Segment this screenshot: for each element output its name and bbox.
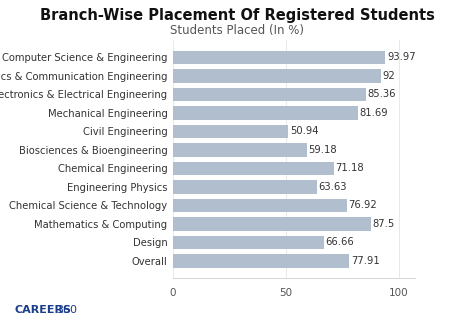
Bar [173,217,371,231]
Text: 360: 360 [56,305,77,315]
Text: 50.94: 50.94 [290,126,319,136]
Bar [173,51,385,64]
Bar [173,143,307,156]
Text: 66.66: 66.66 [326,237,354,247]
Bar [173,125,288,138]
Text: 87.5: 87.5 [373,219,395,229]
Text: Students Placed (In %): Students Placed (In %) [170,24,304,37]
Bar [173,106,357,120]
Text: 76.92: 76.92 [348,200,377,211]
Text: CAREERS: CAREERS [14,305,71,315]
Bar [173,254,349,268]
Bar [173,162,334,175]
Bar [173,180,317,194]
Text: Branch-Wise Placement Of Registered Students: Branch-Wise Placement Of Registered Stud… [39,8,435,23]
Text: 85.36: 85.36 [368,90,396,100]
Text: 77.91: 77.91 [351,256,380,266]
Text: 93.97: 93.97 [387,52,416,62]
Text: 63.63: 63.63 [319,182,347,192]
Text: 81.69: 81.69 [359,108,388,118]
Bar [173,88,366,101]
Text: 59.18: 59.18 [309,145,337,155]
Bar [173,199,347,212]
Text: 92: 92 [383,71,395,81]
Bar [173,69,381,83]
Text: 71.18: 71.18 [336,164,364,173]
Bar [173,236,324,249]
